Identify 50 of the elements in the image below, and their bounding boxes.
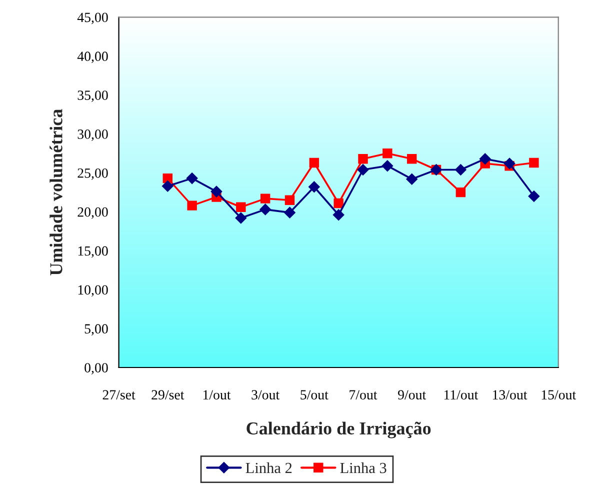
y-tick-label: 10,00 (78, 285, 108, 297)
y-tick-label: 5,00 (84, 324, 108, 336)
y-tick-label: 25,00 (78, 168, 108, 180)
point (162, 180, 174, 192)
y-tick-label: 35,00 (78, 90, 108, 102)
x-tick-label: 1/out (203, 390, 231, 400)
point (260, 194, 270, 204)
x-tick-label: 9/out (398, 390, 426, 400)
x-tick-label: 29/set (152, 390, 184, 400)
point (406, 154, 417, 164)
point (529, 158, 539, 168)
point (456, 187, 466, 198)
x-tick-label: 11/out (444, 390, 478, 400)
point (334, 198, 344, 208)
point (284, 206, 296, 218)
y-axis-title: Umidade volumétrica (50, 109, 62, 276)
y-tick-label: 45,00 (77, 12, 108, 24)
point (210, 186, 222, 198)
point (479, 153, 491, 164)
point (358, 154, 368, 164)
point (357, 164, 369, 176)
point (235, 212, 247, 224)
y-tick-label: 20,00 (78, 207, 108, 219)
x-axis-title: Calendário de Irrigação (246, 422, 431, 438)
point (455, 164, 466, 176)
point (382, 160, 394, 172)
x-tick-label: 7/out (350, 390, 378, 400)
point (308, 181, 320, 192)
point (284, 195, 295, 205)
x-tick-label: 27/set (102, 390, 136, 400)
point (332, 209, 344, 221)
x-tick-label: 13/out (492, 390, 528, 400)
point (528, 190, 540, 202)
x-tick-label: 15/out (542, 390, 576, 400)
x-tick-label: 5/out (300, 390, 328, 400)
point (504, 158, 516, 170)
point (186, 172, 198, 184)
point (309, 158, 320, 168)
x-tick-label: 3/out (252, 390, 280, 400)
point (260, 204, 271, 216)
y-tick-label: 30,00 (78, 130, 108, 141)
point (382, 148, 392, 158)
legend-label: Linha 2 (246, 462, 292, 474)
point (406, 173, 418, 185)
point (236, 202, 246, 212)
legend-label: Linha 3 (340, 462, 386, 474)
y-tick-label: 15,00 (78, 246, 108, 258)
y-tick-label: 40,00 (77, 52, 108, 64)
point (187, 200, 197, 210)
y-tick-label: 0,00 (84, 363, 108, 374)
